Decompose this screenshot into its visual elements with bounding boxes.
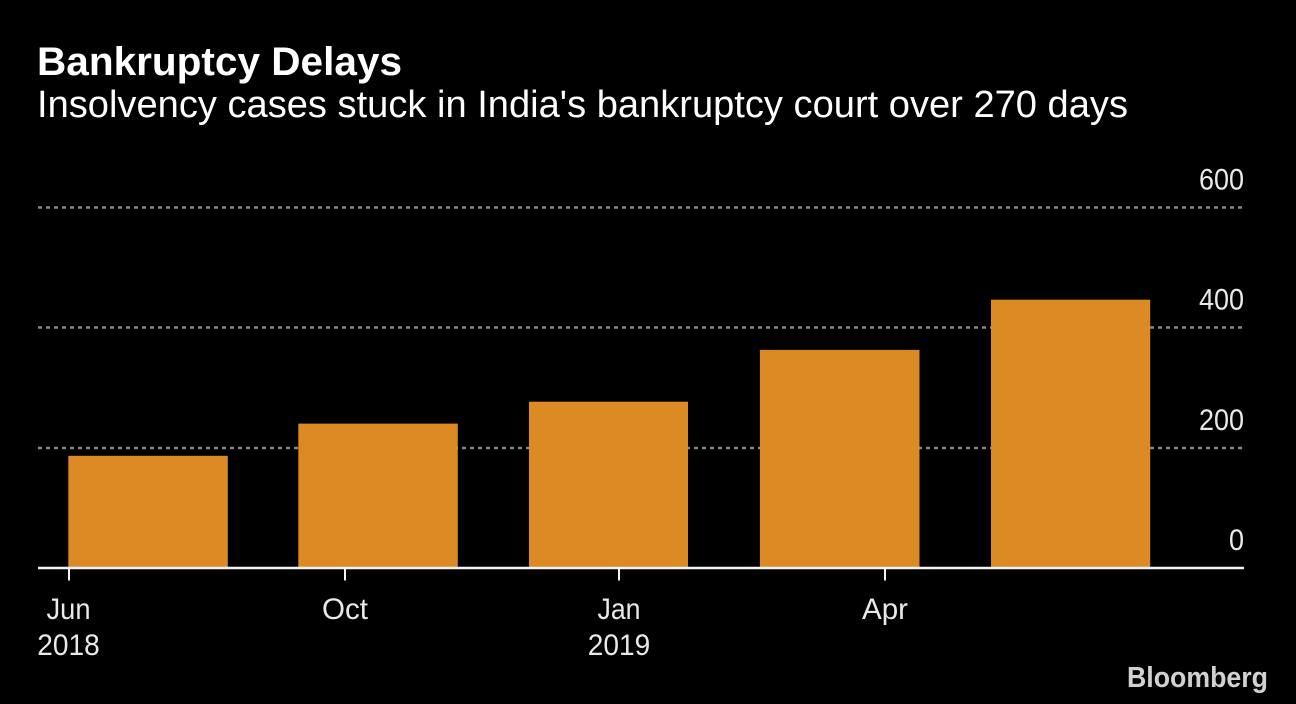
svg-text:Apr: Apr xyxy=(862,593,908,626)
svg-text:Bankruptcy Delays: Bankruptcy Delays xyxy=(37,40,402,84)
svg-text:0: 0 xyxy=(1229,524,1244,557)
svg-text:Insolvency cases stuck in Indi: Insolvency cases stuck in India's bankru… xyxy=(37,84,1128,126)
svg-text:Bloomberg: Bloomberg xyxy=(1127,662,1268,694)
svg-text:200: 200 xyxy=(1199,404,1244,437)
svg-text:Oct: Oct xyxy=(322,593,369,626)
svg-text:600: 600 xyxy=(1199,164,1244,197)
svg-text:2019: 2019 xyxy=(588,629,650,662)
svg-text:Jan: Jan xyxy=(598,593,641,626)
svg-text:2018: 2018 xyxy=(37,629,99,662)
svg-text:Jun: Jun xyxy=(47,593,91,626)
svg-text:400: 400 xyxy=(1199,284,1244,317)
